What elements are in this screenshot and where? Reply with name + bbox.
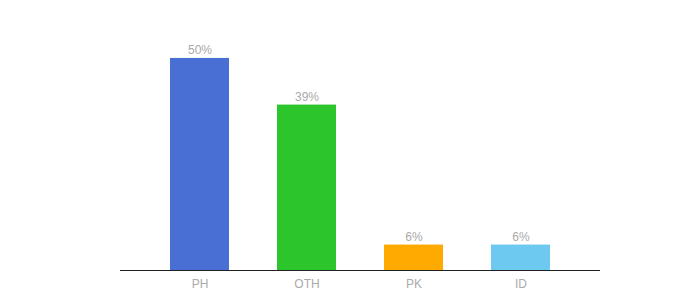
svg-text:ID: ID <box>515 277 527 291</box>
svg-text:PK: PK <box>406 277 422 291</box>
svg-text:6%: 6% <box>512 230 530 244</box>
svg-text:6%: 6% <box>405 230 423 244</box>
svg-text:39%: 39% <box>295 90 319 104</box>
svg-text:OTH: OTH <box>294 277 319 291</box>
svg-text:50%: 50% <box>188 43 212 57</box>
svg-text:PH: PH <box>192 277 209 291</box>
